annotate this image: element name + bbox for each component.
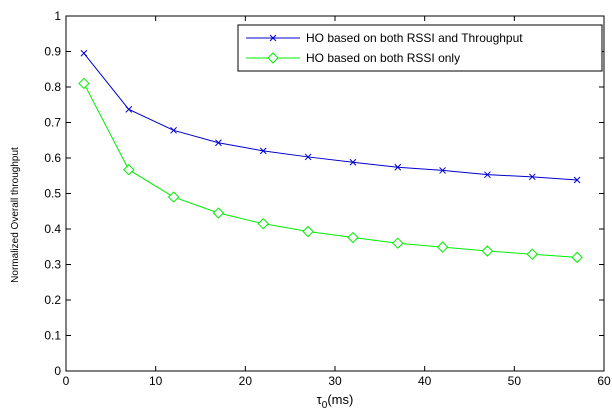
data-point [259,147,267,155]
y-tick-label: 0.1 [44,329,61,343]
series-1 [80,49,581,184]
data-point [392,237,404,249]
y-tick-label: 0.7 [44,116,61,130]
series-layer [78,49,583,264]
data-point [304,153,312,161]
data-point [526,248,538,260]
x-tick-label: 20 [239,374,253,388]
x-axis-label-symbol: τ [317,392,323,407]
series-line [83,83,578,258]
y-axis-label: Normalized Overall throughput [10,147,21,283]
data-point [439,167,446,174]
legend-swatch-marker [269,34,277,42]
y-tick-label: 0.6 [44,151,61,165]
data-point [78,77,90,90]
series-line [83,52,578,181]
data-point [347,231,359,244]
data-point [571,251,583,264]
data-point [215,139,222,147]
y-tick-label: 0.8 [44,80,61,94]
legend-label: HO based on both RSSI and Throughput [306,31,523,45]
data-point [170,126,177,134]
y-tick-label: 0.5 [44,187,61,201]
y-tick-label: 0.9 [44,45,61,59]
plot-area-frame [65,15,605,372]
data-point [349,158,357,166]
y-tick-label: 0.3 [44,258,61,272]
x-tick-label: 0 [63,374,70,388]
data-point [484,171,491,179]
legend-swatch-marker [267,52,279,64]
y-tick-label: 0.4 [44,222,61,236]
y-tick-label: 0 [54,364,61,378]
legend-item: HO based on both RSSI only [246,51,460,65]
data-point [257,217,269,230]
legend-label: HO based on both RSSI only [306,51,460,65]
x-tick-label: 40 [418,374,432,388]
data-point [123,164,135,176]
data-point [394,163,402,171]
data-point [436,241,449,253]
series-2 [78,77,583,264]
x-tick-label: 10 [149,374,163,388]
legend: HO based on both RSSI and Throughput HO b… [237,24,603,72]
data-point [125,106,133,113]
data-point [528,173,536,181]
x-axis-label-subscript: 0 [322,400,328,411]
x-tick-label: 30 [328,374,342,388]
x-tick-label: 60 [597,374,611,388]
data-point [573,176,581,184]
y-tick-label: 1 [54,9,61,23]
x-axis-label-unit: (ms) [327,392,353,407]
data-point [212,207,225,219]
data-point [80,49,88,57]
data-point [481,245,494,257]
data-point [167,191,180,203]
axis-ticks: 0 10 20 30 40 50 60 0 0.1 0.2 0.3 0.4 0.5 0.6 0.7 0.8 0.… [44,9,611,388]
data-point [302,225,314,238]
legend-box [237,24,603,72]
x-axis-label: τ0(ms) [317,392,354,411]
x-tick-label: 50 [508,374,522,388]
legend-item: HO based on both RSSI and Throughput [246,31,523,45]
y-tick-label: 0.2 [44,293,61,307]
